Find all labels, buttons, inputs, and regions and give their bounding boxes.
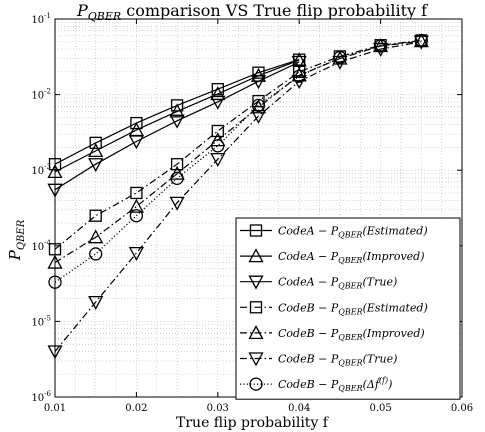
- data-point: [89, 209, 102, 222]
- data-point: [47, 164, 63, 179]
- x-tick-label: 0.06: [451, 403, 473, 414]
- series-line: [54, 39, 422, 250]
- data-point: [170, 171, 184, 186]
- data-point: [250, 99, 267, 114]
- legend-label: CodeA − PQBER(Improved): [278, 250, 425, 265]
- data-point: [292, 69, 306, 83]
- data-point: [413, 35, 429, 50]
- legend: CodeA − PQBER(Estimated) CodeA − PQBER(Im…: [235, 217, 461, 400]
- data-point: [48, 275, 62, 289]
- legend-label: CodeB − PQBER(True): [278, 353, 397, 368]
- y-tick-label: 10-5: [31, 314, 51, 328]
- data-point: [129, 209, 144, 223]
- axis-ticks: 0.01 0.02 0.03 0.04 0.05 0.06 10-6 10-5 10-4 10-3…: [31, 12, 473, 414]
- data-point: [88, 229, 104, 244]
- data-point: [210, 95, 226, 110]
- legend-box: [235, 217, 461, 400]
- legend-label: CodeB − PQBER(Improved): [278, 327, 425, 342]
- data-point: [210, 153, 226, 168]
- data-point: [169, 114, 185, 129]
- data-point: [291, 55, 307, 70]
- legend-label: CodeB − PQBER(Estimated): [278, 301, 428, 316]
- x-axis-label: True flip probability f: [176, 415, 330, 431]
- data-point: [48, 158, 62, 171]
- y-axis-label: PQBER: [6, 219, 27, 261]
- data-point: [250, 75, 267, 90]
- data-point: [250, 109, 267, 124]
- data-point: [373, 39, 388, 53]
- legend-marker: [248, 248, 264, 263]
- legend-entry: CodeB − PQBER(Improved): [240, 325, 425, 342]
- data-point: [88, 143, 104, 158]
- legend-label: CodeB − PQBER(Δf̂(f)): [278, 376, 392, 393]
- data-point: [47, 183, 63, 198]
- data-point: [211, 83, 224, 96]
- legend-marker: [248, 275, 264, 290]
- data-point: [211, 124, 224, 138]
- legend-entry: CodeA − PQBER(Improved): [240, 248, 425, 265]
- y-tick-label: 10-2: [31, 88, 51, 102]
- series-7: [48, 33, 428, 289]
- data-point: [128, 135, 144, 150]
- data-point: [169, 196, 185, 211]
- data-point: [47, 254, 63, 269]
- series-line: [54, 41, 422, 352]
- legend-entry: CodeB − PQBER(Δf̂(f)): [240, 376, 392, 393]
- legend-entry: CodeB − PQBER(True): [240, 352, 397, 368]
- data-point: [373, 42, 389, 57]
- data-point: [169, 103, 185, 118]
- series-3: [47, 55, 307, 198]
- legend-label: CodeA − PQBER(Estimated): [278, 225, 428, 240]
- data-point: [130, 186, 143, 200]
- legend-entry: CodeA − PQBER(True): [240, 275, 397, 291]
- data-point: [130, 116, 143, 130]
- chart-title: PQBER comparison VS True flip probabilit…: [76, 1, 428, 23]
- legend-marker: [248, 325, 264, 340]
- data-point: [252, 66, 265, 79]
- x-tick-label: 0.03: [207, 403, 229, 414]
- data-point: [211, 139, 225, 153]
- legend-entry: CodeA − PQBER(Estimated): [240, 224, 428, 240]
- x-tick-label: 0.02: [125, 403, 147, 414]
- legend-marker: [249, 301, 263, 314]
- data-point: [210, 86, 226, 101]
- data-point: [210, 132, 226, 147]
- data-point: [89, 247, 103, 261]
- series-line: [54, 61, 300, 191]
- legend-marker: [248, 352, 264, 367]
- data-point: [47, 345, 63, 360]
- y-tick-label: 10-6: [31, 390, 51, 404]
- data-point: [251, 98, 266, 113]
- data-point: [88, 295, 104, 310]
- data-point: [293, 65, 306, 78]
- legend-marker: [249, 224, 263, 237]
- series-layer: [47, 33, 429, 360]
- x-tick-label: 0.05: [369, 403, 391, 414]
- y-tick-label: 10-4: [31, 239, 51, 253]
- data-point: [170, 158, 184, 171]
- data-point: [414, 33, 428, 48]
- data-point: [89, 136, 102, 150]
- x-tick-label: 0.04: [288, 403, 310, 414]
- y-tick-label: 10-3: [31, 163, 51, 177]
- series-line: [54, 40, 422, 264]
- legend-entry: CodeB − PQBER(Estimated): [240, 301, 428, 316]
- data-point: [333, 50, 347, 65]
- data-point: [128, 246, 144, 261]
- series-line: [54, 39, 422, 283]
- data-point: [128, 198, 144, 213]
- legend-label: CodeA − PQBER(True): [278, 276, 397, 291]
- legend-marker: [249, 377, 263, 391]
- y-tick-label: 10-1: [31, 12, 51, 26]
- data-point: [88, 158, 104, 173]
- x-tick-label: 0.01: [44, 403, 66, 414]
